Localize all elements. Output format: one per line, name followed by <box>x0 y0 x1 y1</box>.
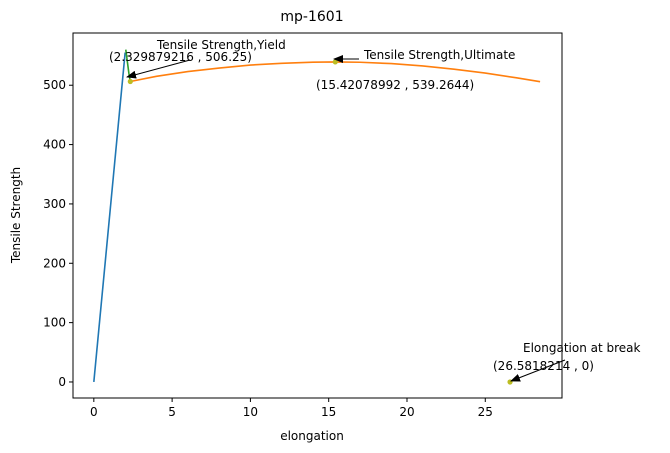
y-tick-label: 0 <box>58 375 66 389</box>
y-tick-label: 500 <box>43 78 66 92</box>
annotation-yield-arrow <box>126 59 191 79</box>
plot-area-frame <box>72 32 563 399</box>
data-point-1 <box>332 59 338 65</box>
annotation-ultimate-label: Tensile Strength,Ultimate <box>363 48 515 62</box>
data-point-0 <box>127 78 133 85</box>
series-line-0 <box>93 52 126 383</box>
y-tick-label: 200 <box>43 256 66 270</box>
x-tick-label: 5 <box>168 405 176 419</box>
annotation-yield-coords: (2.329879216 , 506.25) <box>109 50 252 64</box>
annotation-break: Elongation at break (26.5818214 , 0) <box>493 341 641 382</box>
x-tick-label: 25 <box>478 405 493 419</box>
x-tick-label: 15 <box>321 405 336 419</box>
series-layer <box>93 49 541 383</box>
x-tick-label: 0 <box>90 405 98 419</box>
x-tick-label: 10 <box>243 405 258 419</box>
chart-title: mp-1601 <box>280 9 343 25</box>
annotation-ultimate-coords: (15.42078992 , 539.2644) <box>316 78 474 92</box>
annotation-yield-label: Tensile Strength,Yield <box>156 38 286 52</box>
annotation-break-label: Elongation at break <box>523 341 641 355</box>
x-axis-label: elongation <box>280 429 344 443</box>
y-axis: 0 100 200 300 400 500 <box>43 78 73 389</box>
annotation-yield: Tensile Strength,Yield (2.329879216 , 50… <box>109 38 286 79</box>
y-tick-label: 100 <box>43 316 66 330</box>
points-layer <box>127 59 513 385</box>
y-tick-label: 300 <box>43 197 66 211</box>
y-tick-label: 400 <box>43 138 66 152</box>
x-axis: 0 5 10 15 20 25 <box>90 398 493 419</box>
annotation-break-arrow <box>510 359 566 382</box>
y-axis-label: Tensile Strength <box>9 167 23 264</box>
x-tick-label: 20 <box>399 405 414 419</box>
annotation-ultimate: Tensile Strength,Ultimate (15.42078992 ,… <box>316 48 515 92</box>
annotation-break-coords: (26.5818214 , 0) <box>493 359 594 373</box>
